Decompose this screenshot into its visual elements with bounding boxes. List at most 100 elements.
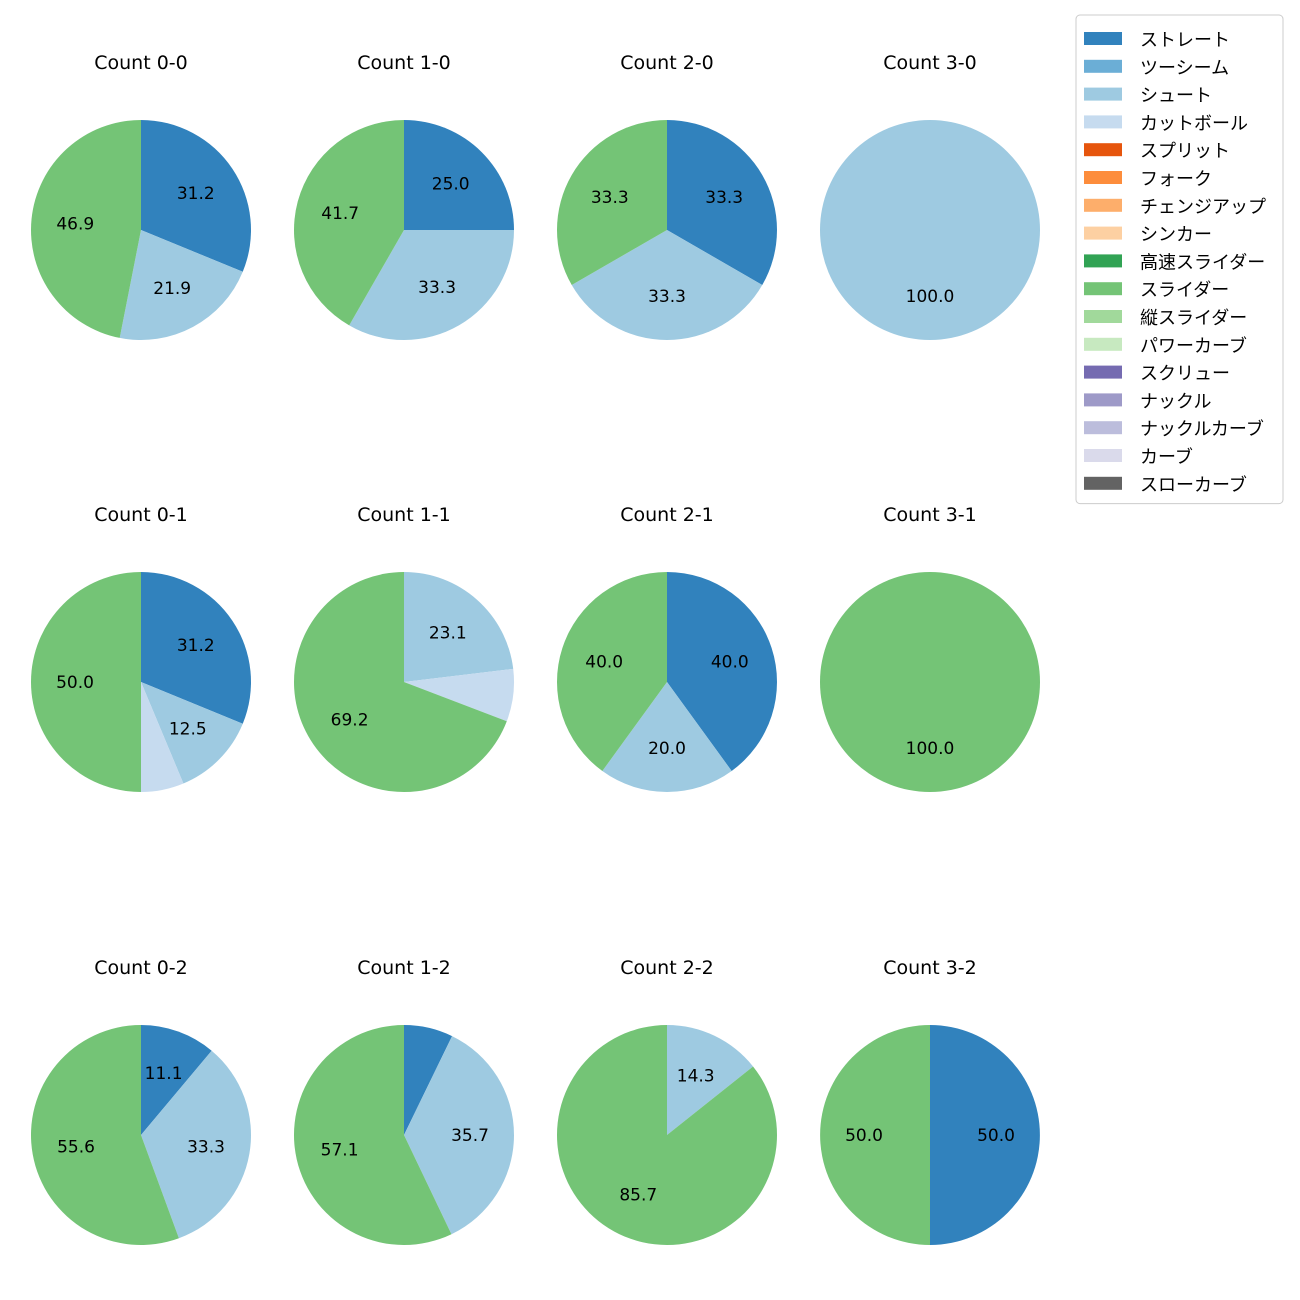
pie-slice — [404, 668, 515, 722]
pie-slice — [930, 1025, 1040, 1245]
pie-slice-label: 11.1 — [145, 1064, 183, 1084]
pie-slice — [293, 120, 404, 326]
pie-slice — [31, 120, 141, 338]
legend-label: シンカー — [1140, 225, 1212, 246]
pie-chart: Count 1-1 23.1 69.2 — [294, 504, 515, 792]
legend-frame — [1075, 14, 1284, 505]
legend-label: フォーク — [1140, 169, 1212, 190]
pie-chart: Count 3-0 100.0 — [820, 52, 1040, 340]
legend-swatch — [1084, 421, 1122, 435]
pie-chart: Count 3-1 100.0 — [820, 504, 1040, 792]
legend-item: スローカーブ — [1084, 474, 1247, 496]
legend-swatch — [1084, 87, 1122, 101]
legend-label: スクリュー — [1140, 364, 1230, 385]
legend-swatch — [1084, 32, 1122, 45]
legend-item: カーブ — [1084, 446, 1193, 468]
pie-slice-label: 46.9 — [56, 215, 94, 235]
pie-slice — [571, 230, 763, 340]
pie-slice-label: 31.2 — [177, 184, 215, 204]
pie-chart: Count 0-0 31.2 21.9 46.9 — [31, 52, 252, 341]
legend-item: シンカー — [1084, 225, 1212, 246]
pie-title: Count 2-2 — [620, 957, 714, 979]
legend-label: ナックル — [1140, 391, 1211, 412]
legend-swatch — [1084, 476, 1122, 490]
pie-slice-label: 50.0 — [56, 673, 94, 693]
pie-slice — [141, 120, 252, 272]
pie-slice-label: 35.7 — [451, 1126, 489, 1146]
pie-slice — [667, 120, 777, 285]
legend-item: チェンジアップ — [1084, 197, 1266, 218]
pie-title: Count 0-1 — [94, 504, 188, 526]
legend-item: フォーク — [1084, 169, 1212, 190]
pie-chart: Count 2-0 33.3 33.3 33.3 — [557, 52, 777, 340]
legend-item: ストレート — [1084, 30, 1230, 51]
legend-label: カットボール — [1140, 113, 1248, 134]
pie-slice — [141, 682, 184, 792]
pie-slice-label: 31.2 — [177, 636, 215, 656]
pie-chart: Count 2-1 40.0 20.0 40.0 — [556, 504, 778, 793]
pie-slice-label: 12.5 — [169, 720, 207, 740]
pie-title: Count 2-1 — [620, 504, 714, 526]
pie-slice — [349, 230, 514, 341]
pie-slice-label: 100.0 — [906, 287, 955, 307]
legend-swatch — [1084, 449, 1122, 462]
pie-slice — [141, 1050, 251, 1239]
legend-item: ナックルカーブ — [1084, 418, 1264, 440]
legend-label: ナックルカーブ — [1140, 418, 1264, 440]
pie-slice — [404, 1036, 514, 1235]
legend-swatch — [1084, 59, 1122, 73]
pie-slice — [141, 1025, 212, 1135]
legend-swatch — [1084, 198, 1122, 212]
pie-title: Count 0-2 — [94, 957, 188, 979]
legend-swatch — [1084, 226, 1122, 240]
legend-label: ツーシーム — [1140, 58, 1229, 79]
legend-item: パワーカーブ — [1084, 335, 1247, 357]
legend-swatch — [1084, 115, 1122, 129]
pie-slice — [294, 572, 507, 792]
pie-chart: Count 1-2 35.7 57.1 — [293, 957, 514, 1246]
pie-slice-label: 57.1 — [321, 1141, 359, 1161]
pie-title: Count 3-1 — [883, 504, 977, 526]
legend-item: カットボール — [1084, 113, 1248, 134]
pie-slice-label: 14.3 — [677, 1067, 715, 1087]
pie-slice — [820, 1025, 930, 1245]
pie-slice — [556, 1025, 777, 1246]
pie-slice — [141, 572, 252, 724]
legend-label: スライダー — [1140, 280, 1229, 301]
pie-slice — [557, 120, 667, 285]
pie-title: Count 3-0 — [883, 52, 977, 74]
legend-label: ストレート — [1140, 30, 1230, 51]
legend-label: パワーカーブ — [1140, 335, 1247, 357]
legend-item: ツーシーム — [1084, 58, 1229, 79]
pie-slice-label: 41.7 — [321, 204, 359, 224]
pie-chart: Count 1-0 25.0 33.3 41.7 — [293, 52, 514, 341]
pie-slice — [556, 572, 667, 771]
legend-swatch — [1084, 282, 1122, 296]
legend-swatch — [1084, 310, 1122, 323]
pie-chart: Count 2-2 14.3 85.7 — [556, 957, 777, 1246]
pie-slice — [404, 120, 514, 230]
pie-slice-label: 33.3 — [187, 1137, 225, 1157]
legend-swatch — [1084, 337, 1122, 351]
legend-item: シュート — [1084, 86, 1212, 107]
pie-title: Count 1-2 — [357, 957, 451, 979]
legend-swatch — [1084, 143, 1122, 157]
legend: ストレートツーシームシュートカットボールスプリットフォークチェンジアップシンカー… — [1075, 14, 1284, 505]
pie-chart: Count 0-2 11.1 33.3 55.6 — [30, 957, 251, 1245]
legend-item: スプリット — [1084, 141, 1230, 162]
legend-swatch — [1084, 393, 1122, 407]
pie-chart: Count 0-1 31.2 12.5 50.0 — [31, 504, 252, 792]
pie-slice-label: 85.7 — [619, 1186, 657, 1206]
pie-slice-label: 100.0 — [906, 739, 955, 759]
pie-slice-label: 69.2 — [331, 710, 369, 730]
legend-label: スローカーブ — [1140, 474, 1247, 496]
pie-slice-label: 40.0 — [585, 653, 623, 673]
legend-item: 高速スライダー — [1084, 252, 1265, 273]
pie-slice — [820, 120, 1040, 340]
pie-title: Count 3-2 — [883, 957, 977, 979]
pie-slice-label: 20.0 — [648, 739, 686, 759]
pie-slice-label: 33.3 — [591, 188, 629, 208]
pie-slice — [404, 1025, 453, 1135]
legend-label: 縦スライダー — [1140, 308, 1247, 329]
